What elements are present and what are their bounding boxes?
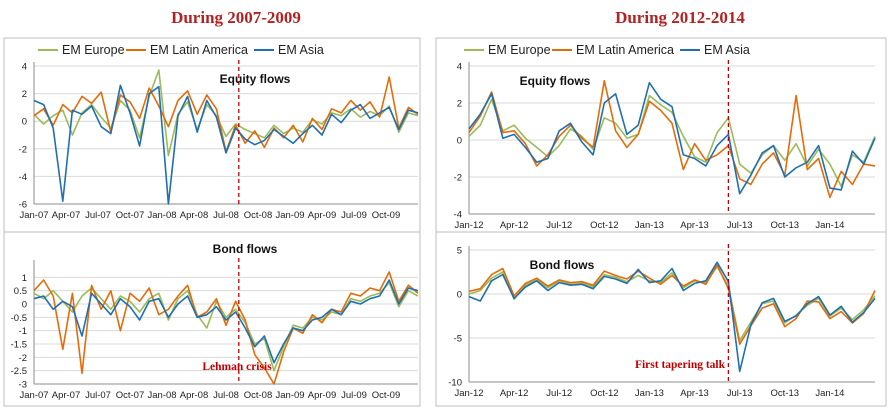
x-tick-label: Apr-13 xyxy=(680,388,709,399)
event-annotation: First tapering talk xyxy=(635,359,726,371)
x-tick-label: Jan-09 xyxy=(275,210,304,221)
x-tick-label: Apr-07 xyxy=(52,390,81,401)
x-tick-label: Apr-12 xyxy=(500,388,529,399)
series-line-em-latin-america xyxy=(468,80,876,199)
y-tick-label: -0.5 xyxy=(11,313,27,324)
x-tick-label: Jan-12 xyxy=(454,220,483,231)
y-tick-label: -2 xyxy=(454,173,462,184)
legend-label-em-latin-america: EM Latin America xyxy=(576,43,674,57)
event-annotation: Lehman crisis xyxy=(202,361,272,373)
panel-title: Bond flows xyxy=(213,242,278,256)
x-tick-label: Oct-12 xyxy=(590,388,619,399)
y-tick-label: -10 xyxy=(448,378,462,389)
x-tick-label: Oct-13 xyxy=(771,388,800,399)
y-tick-label: -2 xyxy=(19,144,27,155)
y-tick-label: -4 xyxy=(19,172,27,183)
x-tick-label: Oct-09 xyxy=(372,210,401,221)
series-line-em-asia xyxy=(468,81,876,195)
panel-frame xyxy=(3,37,421,243)
series-line-em-europe xyxy=(33,281,419,372)
y-tick-label: -6 xyxy=(19,200,27,211)
x-tick-label: Jul-07 xyxy=(85,390,111,401)
x-tick-label: Oct-07 xyxy=(116,210,145,221)
legend-label-em-asia: EM Asia xyxy=(704,43,750,57)
heading-2007-2009: During 2007-2009 xyxy=(171,8,301,27)
series-line-em-asia xyxy=(33,279,419,364)
series-line-em-europe xyxy=(468,265,876,342)
y-tick-label: 0 xyxy=(22,117,27,128)
x-tick-label: Jan-12 xyxy=(454,388,483,399)
x-tick-label: Jan-14 xyxy=(815,388,844,399)
x-tick-label: Jan-09 xyxy=(275,390,304,401)
x-tick-label: Jul-07 xyxy=(85,210,111,221)
panel-frame xyxy=(435,231,887,407)
x-tick-label: Jul-08 xyxy=(213,210,239,221)
y-tick-label: 0.5 xyxy=(14,286,27,297)
panel-title: Equity flows xyxy=(520,74,591,88)
y-tick-label: 4 xyxy=(457,62,462,73)
x-tick-label: Jul-13 xyxy=(727,220,753,231)
y-tick-label: 0 xyxy=(457,136,462,147)
y-tick-label: -2 xyxy=(19,353,27,364)
x-tick-label: Apr-09 xyxy=(308,210,337,221)
panel-title: Equity flows xyxy=(220,72,291,86)
x-tick-label: Apr-13 xyxy=(680,220,709,231)
y-tick-label: -2.5 xyxy=(11,366,27,377)
y-tick-label: -1.5 xyxy=(11,340,27,351)
x-tick-label: Jan-14 xyxy=(815,220,844,231)
y-tick-label: 2 xyxy=(457,99,462,110)
y-tick-label: -1 xyxy=(19,326,27,337)
panel-title: Bond flows xyxy=(530,258,595,272)
series-line-em-latin-america xyxy=(468,264,876,346)
x-tick-label: Apr-08 xyxy=(180,210,209,221)
x-tick-label: Apr-12 xyxy=(500,220,529,231)
legend-label-em-asia: EM Asia xyxy=(278,43,324,57)
heading-2012-2014: During 2012-2014 xyxy=(615,8,745,27)
y-tick-label: 4 xyxy=(22,62,27,73)
x-tick-label: Oct-07 xyxy=(116,390,145,401)
y-tick-label: 0 xyxy=(22,300,27,311)
x-tick-label: Apr-08 xyxy=(180,390,209,401)
x-tick-label: Jul-13 xyxy=(727,388,753,399)
x-tick-label: Jul-08 xyxy=(213,390,239,401)
x-tick-label: Jan-07 xyxy=(19,390,48,401)
x-tick-label: Jul-09 xyxy=(341,390,367,401)
x-tick-label: Jan-08 xyxy=(147,210,176,221)
x-tick-label: Oct-08 xyxy=(244,210,273,221)
x-tick-label: Jan-07 xyxy=(19,210,48,221)
x-tick-label: Apr-07 xyxy=(52,210,81,221)
x-tick-label: Jan-08 xyxy=(147,390,176,401)
legend-label-em-europe: EM Europe xyxy=(62,43,125,57)
y-tick-label: 0 xyxy=(457,290,462,301)
x-tick-label: Oct-12 xyxy=(590,220,619,231)
y-tick-label: 1 xyxy=(22,273,27,284)
x-tick-label: Oct-09 xyxy=(372,390,401,401)
y-tick-label: 2 xyxy=(22,89,27,100)
y-tick-label: -4 xyxy=(454,210,462,221)
y-tick-label: -3 xyxy=(19,380,27,391)
panel-frame xyxy=(3,231,421,407)
x-tick-label: Jan-13 xyxy=(635,388,664,399)
series-line-em-europe xyxy=(33,69,419,157)
y-tick-label: -5 xyxy=(454,334,462,345)
legend-label-em-europe: EM Europe xyxy=(488,43,551,57)
y-tick-label: 5 xyxy=(457,246,462,257)
x-tick-label: Jul-12 xyxy=(546,220,572,231)
series-line-em-asia xyxy=(33,84,419,205)
series-line-em-asia xyxy=(468,261,876,373)
legend-label-em-latin-america: EM Latin America xyxy=(150,43,248,57)
x-tick-label: Apr-09 xyxy=(308,390,337,401)
x-tick-label: Jul-12 xyxy=(546,388,572,399)
x-tick-label: Jul-09 xyxy=(341,210,367,221)
x-tick-label: Jan-13 xyxy=(635,220,664,231)
x-tick-label: Oct-08 xyxy=(244,390,273,401)
x-tick-label: Oct-13 xyxy=(771,220,800,231)
